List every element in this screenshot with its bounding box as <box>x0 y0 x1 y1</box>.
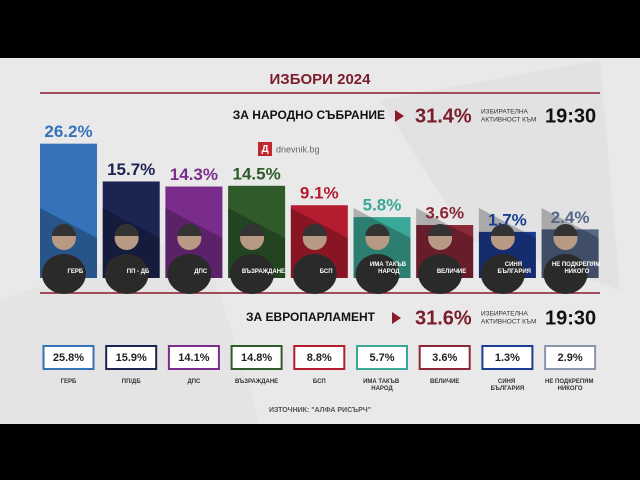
tile <box>544 345 597 370</box>
tile-value: 14.8% <box>241 352 272 364</box>
photo-body <box>104 254 149 294</box>
party-name: ИМА ТАКЪВ НАРОД <box>370 262 408 275</box>
photo-hair <box>553 224 578 236</box>
photo-body <box>543 254 588 294</box>
photo-body <box>418 254 463 294</box>
tile-name: СИНЯ БЪЛГАРИЯ <box>491 379 525 392</box>
value-label: 1.7% <box>488 210 527 229</box>
tile <box>481 345 534 370</box>
party-name: БСП <box>320 269 333 275</box>
tile <box>293 345 346 370</box>
tile-value: 8.8% <box>307 352 332 364</box>
value-label: 5.8% <box>363 196 402 215</box>
arrow <box>395 110 404 122</box>
logo-letter: Д <box>261 144 268 155</box>
tile <box>230 345 283 370</box>
photo-hair <box>114 224 139 236</box>
tile <box>42 345 95 370</box>
turnout-caption: АКТИВНОСТ КЪМ <box>481 117 536 124</box>
tile-name: ИМА ТАКЪВ НАРОД <box>363 379 401 392</box>
photo-body <box>167 254 212 294</box>
turnout-caption: ИЗБИРАТЕЛНА <box>481 311 529 318</box>
tile-value: 25.8% <box>53 352 84 364</box>
photo-hair <box>51 224 76 236</box>
tile-name: ГЕРБ <box>61 379 77 385</box>
photo-body <box>41 254 86 294</box>
tile-name: ВЪЗРАЖДАНЕ <box>235 379 278 385</box>
tile-name: ПП/ДБ <box>122 379 142 385</box>
party-name: ДПС <box>194 269 208 275</box>
watermark: dnevnik.bg <box>276 144 320 154</box>
photo-hair <box>302 224 327 236</box>
value-label: 14.5% <box>232 164 280 183</box>
main-title: ИЗБОРИ 2024 <box>270 71 372 88</box>
turnout-caption: АКТИВНОСТ КЪМ <box>481 319 536 326</box>
tile <box>105 345 158 370</box>
photo-hair <box>177 224 202 236</box>
tile <box>356 345 408 370</box>
tile-value: 3.6% <box>432 352 457 364</box>
party-name: НЕ ПОДКРЕПЯМ НИКОГО <box>552 262 602 275</box>
tile <box>418 345 471 370</box>
tile-name: ДПС <box>187 379 201 385</box>
time: 19:30 <box>545 105 596 127</box>
source: ИЗТОЧНИК: "АЛФА РИСЪРЧ" <box>269 407 371 414</box>
tile-value: 2.9% <box>558 352 583 364</box>
party-name: СИНЯ БЪЛГАРИЯ <box>497 262 531 275</box>
section-title: ЗА ЕВРОПАРЛАМЕНТ <box>246 310 376 324</box>
photo-body <box>292 254 337 294</box>
turnout: 31.6% <box>415 307 472 329</box>
party-name: ПП - ДБ <box>127 269 150 275</box>
tile-name: БСП <box>313 379 326 385</box>
photo-hair <box>365 224 390 236</box>
photo-body <box>480 254 525 294</box>
tile-value: 1.3% <box>495 352 520 364</box>
photo-body <box>230 254 275 294</box>
value-label: 9.1% <box>300 184 339 203</box>
time: 19:30 <box>545 307 596 329</box>
value-label: 2.4% <box>551 208 590 227</box>
photo-hair <box>240 224 265 236</box>
tile-value: 14.1% <box>178 352 209 364</box>
party-name: ВЕЛИЧИЕ <box>437 269 466 275</box>
party-name: ГЕРБ <box>67 269 83 275</box>
tile <box>167 345 220 370</box>
tile-name: НЕ ПОДКРЕПЯМ НИКОГО <box>545 379 595 392</box>
tile-value: 15.9% <box>116 352 147 364</box>
arrow <box>392 312 401 324</box>
value-label: 26.2% <box>44 122 92 141</box>
logo-icon <box>258 142 272 156</box>
turnout: 31.4% <box>415 105 472 127</box>
party-name: ВЪЗРАЖДАНЕ <box>242 269 285 275</box>
photo-body <box>355 254 400 294</box>
value-label: 14.3% <box>170 165 218 184</box>
turnout-caption: ИЗБИРАТЕЛНА <box>481 109 529 116</box>
photo-hair <box>428 224 453 236</box>
tile-value: 5.7% <box>369 352 394 364</box>
value-label: 15.7% <box>107 160 155 179</box>
value-label: 3.6% <box>425 204 464 223</box>
photo-hair <box>490 224 515 236</box>
section-title: ЗА НАРОДНО СЪБРАНИЕ <box>233 108 385 122</box>
tile-name: ВЕЛИЧИЕ <box>430 379 459 385</box>
